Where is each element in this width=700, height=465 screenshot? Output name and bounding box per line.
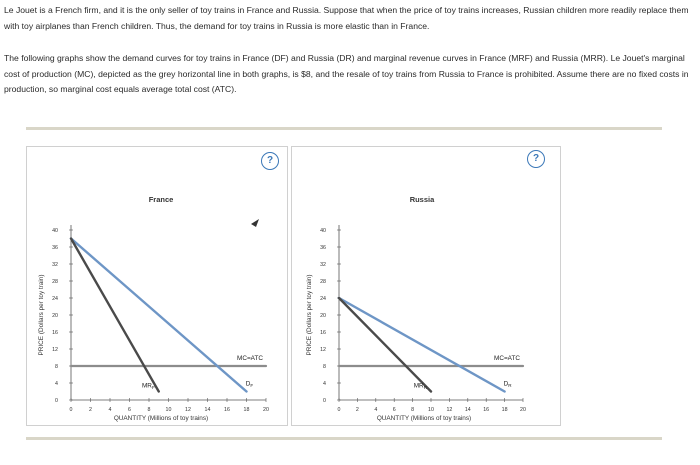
x-tick-label: 18 [502,407,508,413]
y-tick-label: 24 [52,296,58,302]
y-axis-label: PRICE (Dollars per toy train) [306,275,313,356]
x-tick-label: 18 [244,407,250,413]
section-divider-bottom [26,437,662,440]
chart-title: Russia [410,195,435,204]
y-tick-label: 8 [55,364,58,370]
x-tick-label: 2 [89,407,92,413]
y-tick-label: 4 [323,381,326,387]
x-tick-label: 0 [70,407,73,413]
y-tick-label: 28 [52,279,58,285]
help-icon[interactable]: ? [261,152,279,170]
x-tick-label: 16 [483,407,489,413]
y-axis-label: PRICE (Dollars per toy train) [38,275,45,356]
intro-paragraph-2: The following graphs show the demand cur… [4,53,689,94]
y-tick-label: 28 [320,279,326,285]
y-tick-label: 12 [320,347,326,353]
x-tick-label: 14 [465,407,471,413]
series-line-df [69,237,248,393]
intro-paragraph-1: Le Jouet is a French firm, and it is the… [4,5,689,31]
russia-help-icon[interactable]: ? [527,150,545,168]
section-divider-top [26,127,662,130]
series-line-dr [337,296,506,393]
y-tick-label: 16 [320,330,326,336]
x-tick-label: 10 [166,407,172,413]
x-tick-label: 4 [109,407,112,413]
x-tick-label: 6 [128,407,131,413]
y-tick-label: 8 [323,364,326,370]
series-line-mrf [69,237,160,393]
y-tick-label: 16 [52,330,58,336]
x-tick-label: 20 [520,407,526,413]
russia-graph-panel: Russia 0 4 8 12 16 20 24 28 32 36 40 0 2 4 6 8 10 12 14 16 18… [291,146,561,426]
curve-label-mc-atc: MC=ATC [237,355,263,362]
x-tick-label: 0 [338,407,341,413]
x-tick-label: 6 [393,407,396,413]
chart-title: France [149,195,174,204]
x-tick-label: 20 [263,407,269,413]
curve-label-df: DF [246,381,254,389]
y-tick-label: 20 [52,313,58,319]
y-tick-label: 0 [55,398,58,404]
france-graph-panel: ? France 0 4 8 12 16 20 24 28 32 36 40 0 2 4 6 8 10 12 14 16… [26,146,288,426]
y-tick-label: 40 [320,228,326,234]
cursor-arrow-icon [251,219,259,227]
curve-label-mrr: MRR [414,383,428,391]
x-tick-label: 16 [224,407,230,413]
y-tick-label: 32 [320,262,326,268]
x-tick-label: 10 [428,407,434,413]
y-tick-label: 4 [55,381,58,387]
x-axis-label: QUANTITY (Millions of toy trains) [377,415,471,422]
y-tick-label: 36 [320,245,326,251]
y-tick-label: 20 [320,313,326,319]
curve-label-dr: DR [504,381,513,389]
x-tick-label: 14 [205,407,211,413]
x-tick-label: 12 [185,407,191,413]
x-tick-label: 8 [411,407,414,413]
series-line-mrr [337,296,433,393]
curve-label-mrf: MRF [142,383,155,391]
y-tick-label: 40 [52,228,58,234]
y-tick-label: 32 [52,262,58,268]
x-tick-label: 2 [356,407,359,413]
x-tick-label: 12 [446,407,452,413]
x-axis-label: QUANTITY (Millions of toy trains) [114,415,208,422]
y-tick-label: 24 [320,296,326,302]
y-tick-label: 0 [323,398,326,404]
y-tick-label: 12 [52,347,58,353]
y-tick-label: 36 [52,245,58,251]
x-tick-label: 4 [374,407,377,413]
x-tick-label: 8 [148,407,151,413]
curve-label-mc-atc: MC=ATC [494,355,520,362]
